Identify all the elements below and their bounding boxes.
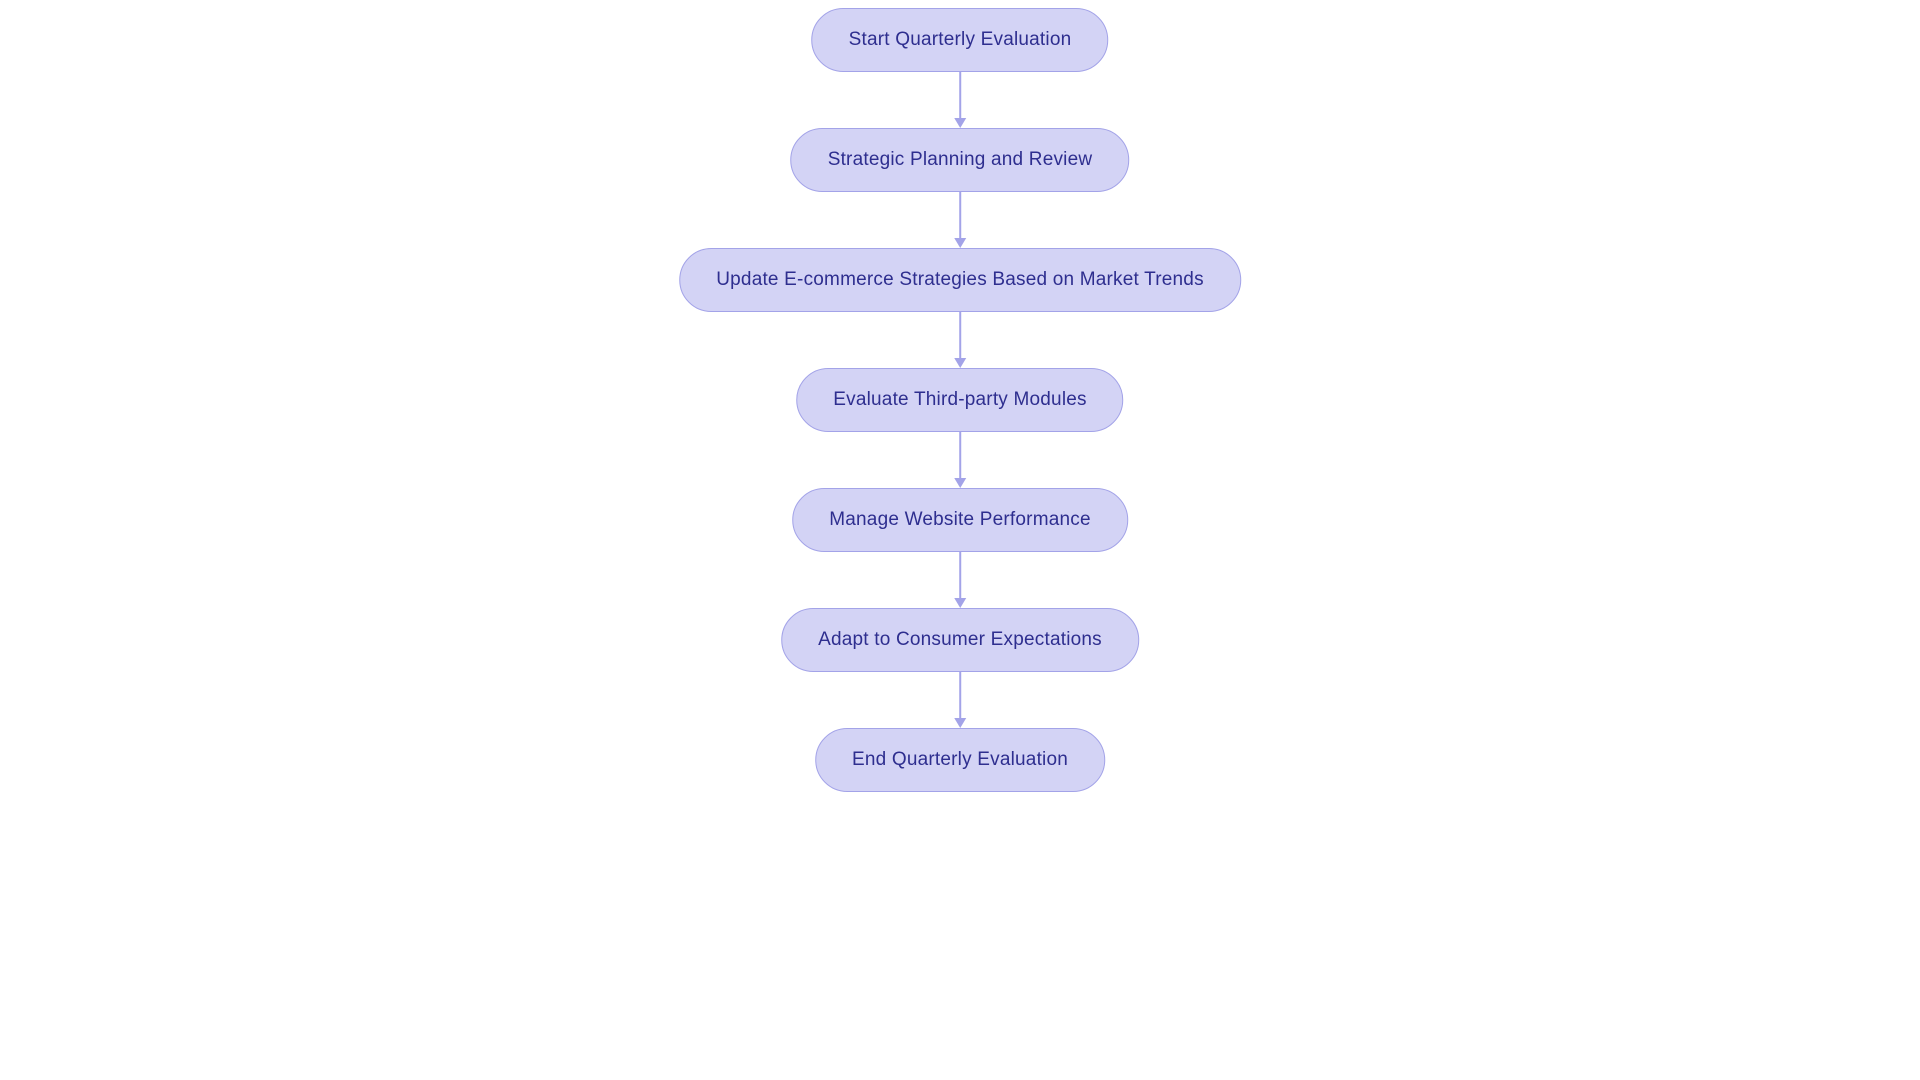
flowchart-connector [954, 192, 966, 248]
flowchart-node-manage-performance: Manage Website Performance [792, 488, 1127, 552]
flowchart-node-start: Start Quarterly Evaluation [812, 8, 1109, 72]
node-label: End Quarterly Evaluation [852, 749, 1068, 771]
arrow-down-icon [954, 478, 966, 488]
node-label: Start Quarterly Evaluation [849, 29, 1072, 51]
node-label: Adapt to Consumer Expectations [818, 629, 1102, 651]
connector-line [959, 432, 961, 478]
flowchart-node-update-strategies: Update E-commerce Strategies Based on Ma… [679, 248, 1241, 312]
connector-line [959, 312, 961, 358]
flowchart-connector [954, 312, 966, 368]
flowchart-connector [954, 432, 966, 488]
node-label: Update E-commerce Strategies Based on Ma… [716, 269, 1204, 291]
connector-line [959, 192, 961, 238]
arrow-down-icon [954, 238, 966, 248]
flowchart-node-adapt-expectations: Adapt to Consumer Expectations [781, 608, 1139, 672]
flowchart-node-evaluate-modules: Evaluate Third-party Modules [796, 368, 1123, 432]
flowchart-connector [954, 672, 966, 728]
flowchart-node-end: End Quarterly Evaluation [815, 728, 1105, 792]
arrow-down-icon [954, 118, 966, 128]
flowchart-container: Start Quarterly Evaluation Strategic Pla… [679, 8, 1241, 792]
node-label: Strategic Planning and Review [828, 149, 1093, 171]
node-label: Evaluate Third-party Modules [833, 389, 1086, 411]
flowchart-connector [954, 72, 966, 128]
connector-line [959, 672, 961, 718]
flowchart-connector [954, 552, 966, 608]
arrow-down-icon [954, 718, 966, 728]
arrow-down-icon [954, 358, 966, 368]
node-label: Manage Website Performance [829, 509, 1090, 531]
connector-line [959, 72, 961, 118]
flowchart-node-planning: Strategic Planning and Review [791, 128, 1130, 192]
connector-line [959, 552, 961, 598]
arrow-down-icon [954, 598, 966, 608]
